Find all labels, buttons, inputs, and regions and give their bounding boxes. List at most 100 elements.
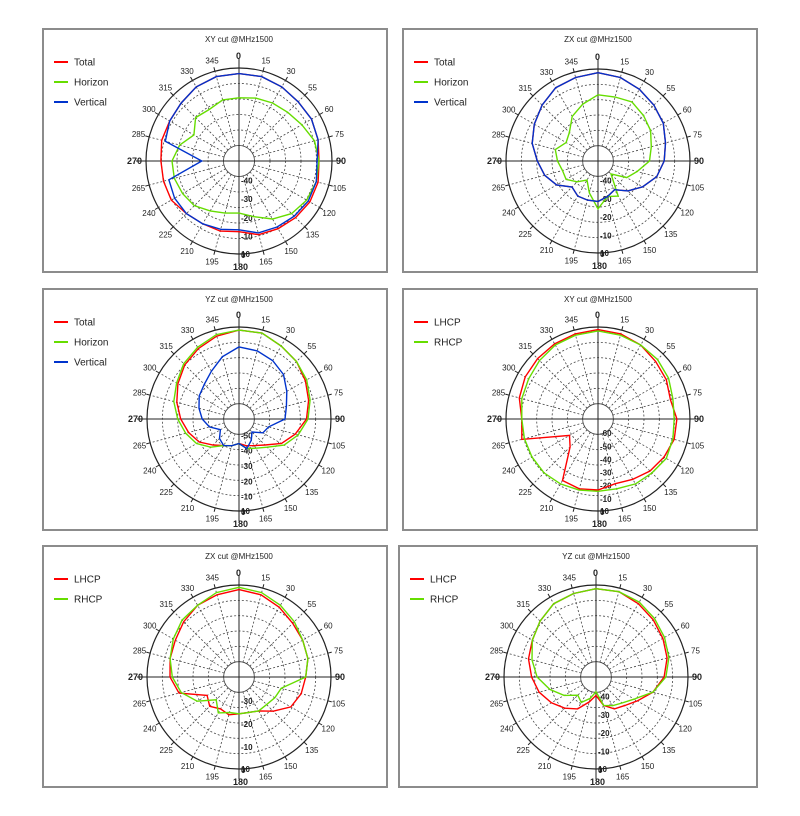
angle-tick	[155, 464, 160, 468]
angle-label: 330	[181, 584, 195, 593]
angle-label: 30	[645, 326, 654, 335]
angle-tick	[262, 67, 265, 72]
angle-tick	[190, 335, 194, 340]
polar-chart-panel-2: ZX cut @MHz1500 0 15 30 55 60 75 90 105 120 135 150…	[402, 28, 758, 273]
angle-tick	[572, 507, 575, 512]
angle-tick	[549, 240, 553, 245]
angle-label: 270	[128, 672, 143, 682]
angle-label: 165	[618, 256, 632, 265]
angle-label: 15	[261, 574, 270, 583]
series-line-vertical	[531, 72, 667, 203]
grid-spoke	[573, 330, 595, 405]
grid-spoke	[253, 652, 328, 674]
series-line-rhcp	[521, 330, 675, 493]
angle-label: 105	[332, 700, 346, 709]
grid-spoke	[610, 680, 685, 702]
angle-tick	[643, 335, 647, 340]
polar-chart-panel-4: XY cut @MHz1500 0 15 30 55 60 75 90 105 120 135 150…	[402, 288, 758, 531]
angle-tick	[318, 722, 323, 726]
angle-label: 60	[683, 106, 692, 115]
angle-label: 285	[490, 646, 504, 655]
radial-tick-label: -10	[241, 232, 253, 241]
grid-spoke	[242, 588, 264, 663]
polar-chart-panel-6: YZ cut @MHz1500 0 15 30 55 60 75 90 105 120 135 150…	[398, 545, 758, 788]
angle-label: 90	[694, 156, 704, 166]
grid-spoke	[242, 71, 264, 147]
grid-spoke	[158, 168, 226, 208]
angle-label: 285	[132, 130, 146, 139]
angle-tick	[662, 350, 667, 355]
grid-spoke	[246, 432, 286, 499]
angle-tick	[675, 628, 680, 632]
angle-tick	[503, 700, 508, 703]
angle-tick	[677, 206, 682, 210]
angle-tick	[213, 67, 216, 72]
angle-tick	[677, 112, 682, 116]
angle-tick	[660, 608, 665, 613]
angle-tick	[304, 92, 308, 96]
grid-spoke	[608, 95, 664, 151]
angle-tick	[284, 756, 288, 761]
series-line-horizon	[554, 94, 653, 211]
radial-tick-label: 0	[241, 508, 246, 517]
angle-tick	[318, 370, 323, 374]
radial-tick-label: -20	[598, 729, 610, 738]
angle-label: 150	[643, 504, 657, 513]
angle-label: 180	[592, 261, 607, 271]
grid-spoke	[609, 684, 676, 724]
grid-spoke	[601, 175, 623, 250]
grid-spoke	[246, 174, 286, 242]
angle-tick	[641, 593, 645, 598]
angle-label: 195	[206, 772, 220, 781]
grid-spoke	[246, 597, 286, 664]
grid-spoke	[601, 72, 623, 147]
angle-tick	[190, 76, 193, 81]
grid-spoke	[214, 330, 236, 405]
angle-tick	[505, 135, 510, 138]
radial-tick-label: -30	[600, 469, 612, 478]
radial-tick-label: 10	[241, 765, 250, 774]
angle-tick	[572, 68, 575, 73]
grid-spoke	[599, 588, 621, 663]
grid-spoke	[252, 114, 320, 154]
angle-label: 135	[664, 488, 678, 497]
radial-tick-label: -30	[241, 462, 253, 471]
grid-spoke	[246, 690, 286, 757]
series-line-horizon	[171, 97, 320, 220]
angle-tick	[145, 135, 150, 138]
grid-spoke	[253, 136, 329, 158]
angle-tick	[170, 741, 175, 746]
angle-tick	[170, 350, 175, 355]
angle-tick	[213, 507, 216, 512]
grid-spoke	[571, 588, 593, 663]
series-line-rhcp	[169, 586, 309, 715]
angle-label: 90	[694, 414, 704, 424]
angle-tick	[303, 608, 308, 613]
angle-tick	[284, 593, 288, 598]
angle-label: 60	[324, 622, 333, 631]
angle-tick	[514, 464, 519, 468]
angle-label: 90	[692, 672, 702, 682]
grid-spoke	[605, 432, 645, 499]
grid-spoke	[159, 372, 226, 412]
chart-title: ZX cut @MHz1500	[205, 552, 273, 561]
angle-label: 225	[159, 746, 173, 755]
angle-label: 120	[322, 467, 336, 476]
angle-tick	[155, 628, 160, 632]
angle-label: 330	[180, 67, 194, 76]
angle-label: 195	[563, 772, 577, 781]
grid-spoke	[242, 691, 264, 766]
angle-label: 210	[540, 246, 554, 255]
angle-label: 285	[133, 646, 147, 655]
grid-spoke	[516, 684, 583, 724]
angle-label: 135	[306, 231, 320, 240]
grid-spoke	[608, 171, 664, 227]
angle-label: 210	[540, 504, 554, 513]
angle-tick	[285, 241, 288, 246]
angle-label: 75	[693, 130, 702, 139]
angle-tick	[529, 483, 534, 488]
angle-label: 225	[518, 230, 532, 239]
grid-spoke	[159, 426, 226, 466]
angle-tick	[262, 250, 265, 255]
angle-tick	[170, 483, 175, 488]
